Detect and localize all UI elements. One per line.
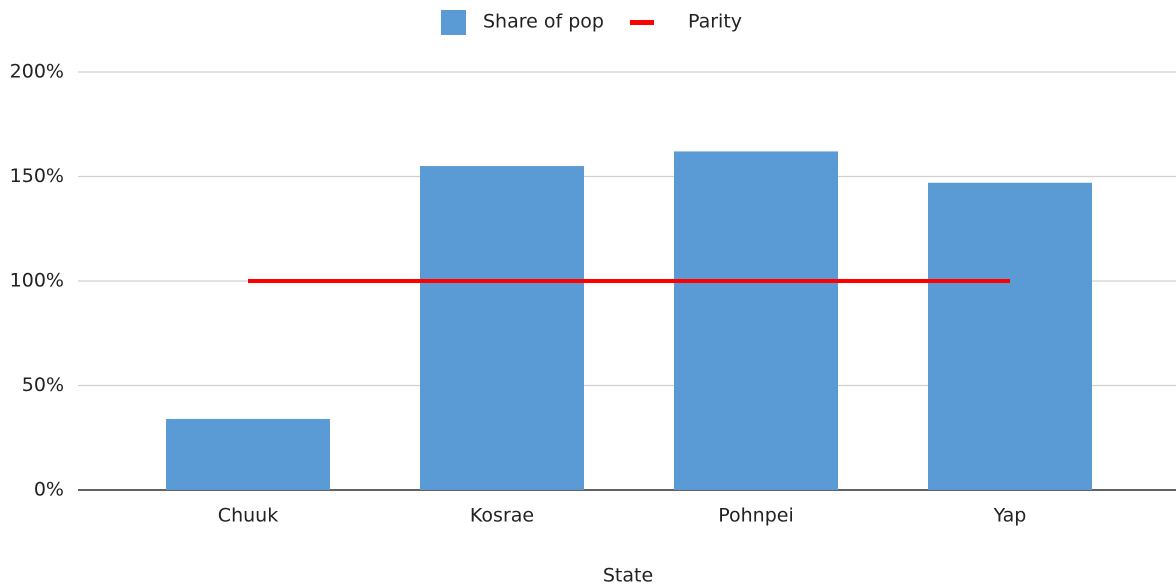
legend-swatch: [630, 20, 654, 25]
x-axis-title: State: [603, 565, 653, 584]
bar: [166, 418, 330, 490]
legend-swatch: [441, 10, 466, 35]
x-tick-label: Chuuk: [218, 505, 278, 527]
bar: [928, 182, 1092, 490]
x-tick-label: Kosrae: [470, 505, 534, 527]
x-tick-label: Yap: [993, 505, 1027, 527]
y-tick-label: 150%: [10, 165, 64, 187]
y-tick-label: 100%: [10, 270, 64, 292]
legend-label: Share of pop: [483, 11, 604, 33]
bar: [674, 151, 838, 491]
y-tick-label: 200%: [10, 61, 64, 83]
legend-label: Parity: [688, 11, 742, 33]
y-tick-label: 0%: [34, 479, 64, 501]
y-tick-label: 50%: [22, 374, 64, 396]
bar: [420, 166, 584, 491]
x-tick-label: Pohnpei: [718, 505, 794, 527]
